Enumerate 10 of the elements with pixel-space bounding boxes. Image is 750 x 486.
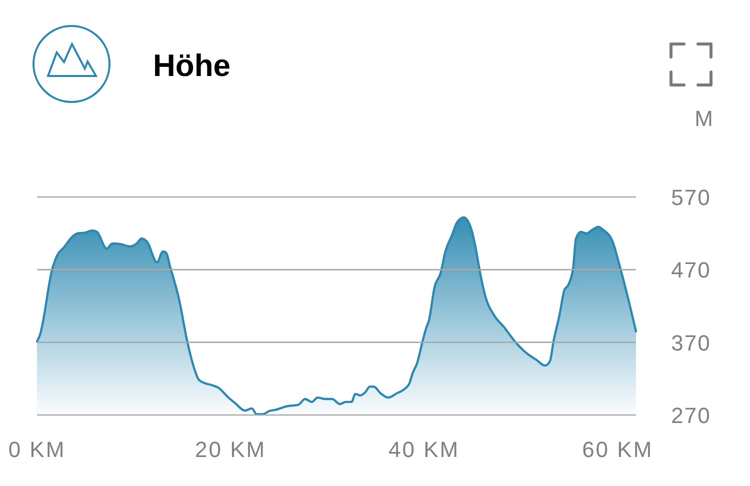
y-tick-label: 370 bbox=[671, 330, 711, 356]
x-tick-label: 40 KM bbox=[388, 437, 460, 462]
y-axis-title: M bbox=[694, 106, 713, 131]
y-tick-label: 570 bbox=[671, 185, 711, 210]
chart-title: Höhe bbox=[153, 48, 230, 83]
y-tick-label: 270 bbox=[671, 403, 711, 428]
x-tick-label: 60 KM bbox=[582, 437, 654, 462]
x-tick-label: 0 KM bbox=[8, 437, 66, 462]
y-tick-label: 470 bbox=[671, 258, 711, 283]
x-tick-label: 20 KM bbox=[194, 437, 266, 462]
